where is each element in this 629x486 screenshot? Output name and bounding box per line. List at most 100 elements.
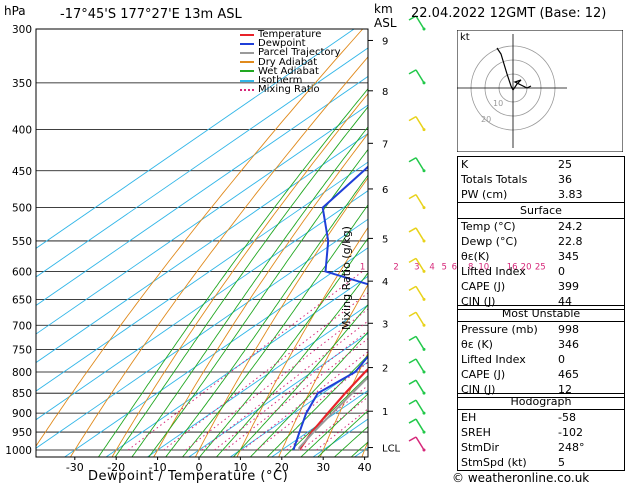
hodograph-ring-label: 20 [481,115,491,124]
pw-value: 3.83 [558,188,583,201]
pressure-tick-label: 450 [12,166,32,178]
mu-row: Pressure (mb) 998 [458,321,624,337]
mixing-ratio-label: 20 [521,262,532,272]
axis-ticks: 1 2 3 4 5 6 8 10 16 20 253003504004505005506006507… [5,24,545,474]
hodo-row: StmSpd (kt) 5 [458,455,624,470]
wet-adiabat-line [317,410,368,457]
copyright-link[interactable]: © weatheronline.co.uk [452,471,590,485]
wind-barb-station [422,81,426,85]
mu-cape-label: CAPE (J) [461,368,506,381]
height-label: 5 [382,234,388,245]
hodograph-ring-label: 10 [493,99,503,108]
legend-swatch [240,42,254,45]
wind-barb-station [422,411,426,415]
wind-barb-flag [408,193,417,200]
legend-swatch [240,79,254,82]
sreh-label: SREH [461,426,491,439]
legend-item: Wet Adiabat [240,65,341,77]
wind-barb-staff [415,399,425,414]
surface-row: CIN (J) 44 [458,294,624,309]
legend-item: Parcel Trajectory [240,48,341,58]
wind-barb-staff [415,15,425,30]
wind-barb-station [422,206,426,210]
wind-barb-station [422,370,426,374]
wind-barb-flag [408,157,417,163]
pressure-tick-label: 900 [12,408,32,420]
pw-label: PW (cm) [461,188,508,201]
cin-value: 44 [558,295,572,308]
wind-barb-station [422,27,426,31]
hpa-label: hPa [4,4,26,18]
wind-barb-flag [408,436,417,442]
wind-barb-flag [408,418,417,424]
wind-barb-flag [408,69,417,75]
mixing-ratio-line [224,338,368,451]
hodograph-trace [512,79,532,91]
dry-adiabat-line [278,283,368,457]
dewp-label: Dewp (°C) [461,235,518,248]
pressure-tick-label: 700 [12,320,32,332]
height-label: LCL [382,444,401,455]
temp-value: 24.2 [558,220,583,233]
temp-tick-label: 30 [316,461,330,474]
wind-barb-flag [408,358,417,364]
cin-label: CIN (J) [461,295,496,308]
height-label: 3 [382,319,388,330]
mu-cape-value: 465 [558,368,579,381]
legend: Temperature Dewpoint Parcel Trajectory D… [240,29,341,95]
mixing-ratio-label: 16 [507,262,518,272]
wind-barb-staff [415,227,425,242]
wet-adiabat-line [181,204,368,457]
legend-label: Isotherm [258,74,303,86]
wet-adiabat-line [249,331,368,457]
pressure-tick-label: 950 [12,427,32,439]
isotherm-line [36,133,368,364]
wind-barb-flag [408,115,417,122]
legend-item: Mixing Ratio [240,85,341,95]
wind-barb-staff [415,69,425,84]
legend-swatch [240,51,254,54]
pressure-tick-label: 300 [12,24,32,36]
pressure-tick-label: 400 [12,125,32,137]
isotherm-line [36,218,368,449]
pressure-tick-label: 600 [12,266,32,278]
mu-theta-value: 346 [558,338,579,351]
temperature-line [298,367,368,451]
wind-barb-flag [408,15,417,21]
wind-barb-station [422,169,426,173]
pressure-tick-label: 850 [12,388,32,400]
wind-barb-staff [415,379,425,394]
legend-swatch [240,61,254,64]
surface-row: Lifted Index 0 [458,264,624,279]
hodo-title: Hodograph [510,395,572,408]
wind-barb-staff [415,157,425,172]
legend-label: Wet Adiabat [258,65,319,77]
surface-title: Surface [520,204,562,217]
surface-row: θε(K) 345 [458,249,624,264]
pressure-tick-label: 550 [12,236,32,248]
height-label: 2 [382,364,388,375]
mixing-ratio-axis-title: Mixing Ratio (g/kg) [340,226,353,330]
wind-barb-station [422,448,426,452]
theta-value: 345 [558,250,579,263]
hodograph-trace [496,47,514,91]
wind-barb-staff [415,116,425,130]
pressure-tick-label: 500 [12,203,32,215]
mixing-ratio-label: 6 [452,262,457,272]
mu-li-label: Lifted Index [461,353,526,366]
mu-row: CIN (J) 12 [458,382,624,397]
hodograph-kt-label: kt [460,32,470,43]
wind-barb-flag [408,257,417,264]
mixing-ratio-label: 5 [442,262,447,272]
wet-adiabat-line [165,174,368,457]
mixing-ratio-line [163,292,368,451]
legend-item: Temperature [240,29,341,40]
wet-adiabat-line [114,106,368,457]
dry-adiabat-line [69,56,368,457]
dewpoint-line [292,165,368,451]
tt-label: Totals Totals [461,173,528,186]
pressure-tick-label: 800 [12,367,32,379]
wind-barbs [408,15,426,452]
asl-label: ASL [374,16,397,30]
